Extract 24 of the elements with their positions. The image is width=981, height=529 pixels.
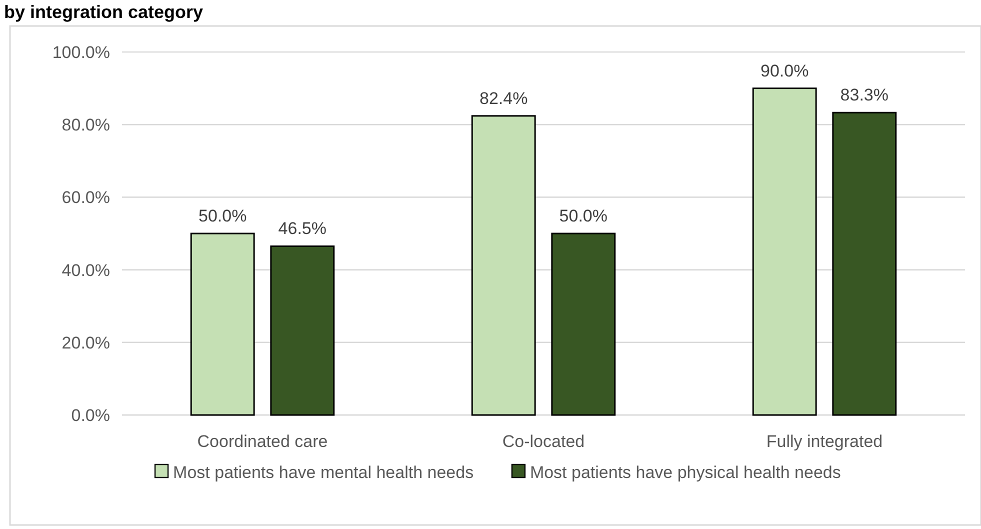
- data-label: 90.0%: [760, 61, 809, 80]
- bar: [752, 88, 817, 416]
- bar: [832, 112, 897, 416]
- data-label: 82.4%: [479, 88, 528, 108]
- legend-label: Most patients have physical health needs: [530, 462, 841, 482]
- data-label: 50.0%: [559, 206, 608, 226]
- y-tick-label: 0.0%: [71, 406, 110, 425]
- bar: [270, 245, 335, 416]
- x-tick-label: Fully integrated: [766, 432, 883, 451]
- chart-title: by integration category: [4, 2, 204, 22]
- bar: [551, 232, 616, 416]
- y-tick-label: 40.0%: [62, 260, 110, 280]
- y-tick-label: 100.0%: [52, 42, 110, 62]
- x-tick-label: Coordinated care: [197, 432, 328, 451]
- y-tick-label: 60.0%: [62, 188, 110, 208]
- y-tick-label: 80.0%: [62, 116, 110, 135]
- legend-label: Most patients have mental health needs: [173, 462, 474, 482]
- x-tick-label: Co-located: [502, 432, 585, 451]
- bar: [190, 232, 255, 416]
- bar: [471, 115, 536, 416]
- data-label: 50.0%: [198, 206, 247, 226]
- y-tick-label: 20.0%: [62, 333, 110, 352]
- data-label: 83.3%: [840, 86, 889, 105]
- data-label: 46.5%: [278, 219, 327, 238]
